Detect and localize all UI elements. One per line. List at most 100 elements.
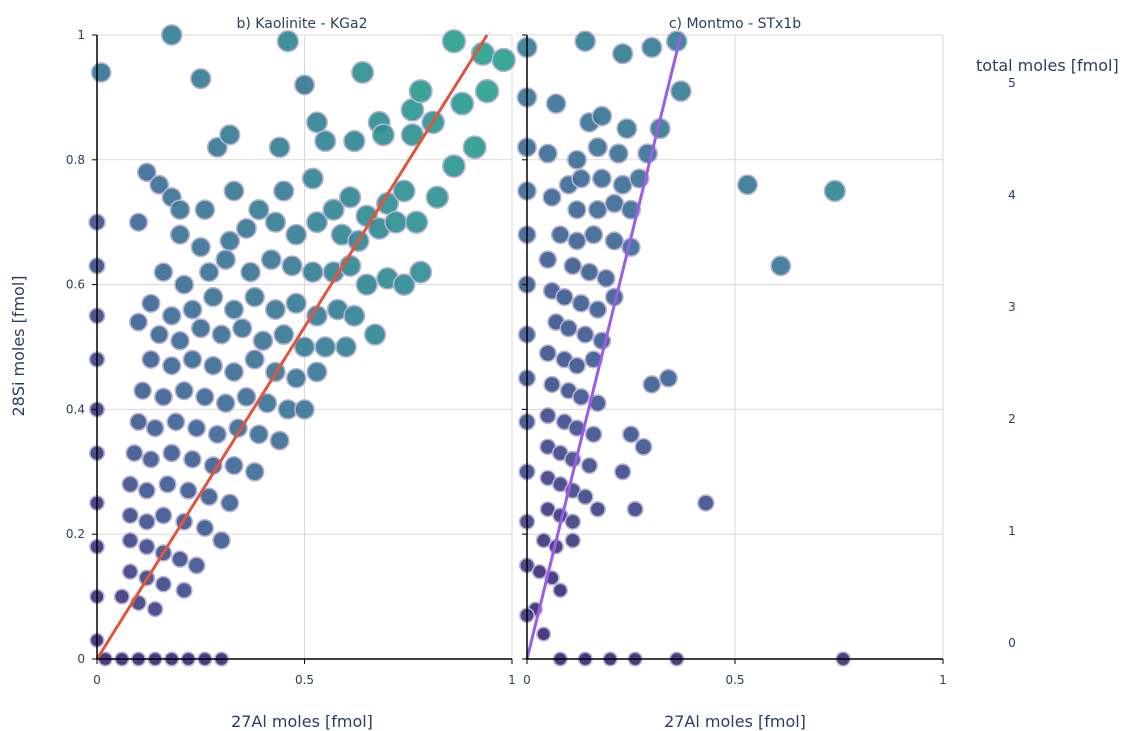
x-tick-label: 0.5: [725, 673, 744, 687]
y-tick-label: 0.4: [66, 402, 85, 416]
y-tick-label: 1: [77, 28, 85, 42]
data-point-b: [404, 210, 429, 234]
data-point-b: [145, 418, 165, 438]
data-point-b: [149, 174, 170, 195]
data-point-b: [113, 588, 130, 605]
data-point-b: [199, 487, 219, 507]
data-point-b: [153, 262, 174, 282]
data-point-b: [269, 430, 290, 451]
data-point-b: [153, 387, 173, 407]
data-point-b: [248, 199, 270, 221]
data-point-b: [314, 336, 337, 358]
x-tick-label: 0: [523, 673, 531, 687]
data-point-b: [268, 136, 291, 159]
data-point-b: [195, 518, 214, 538]
data-point-b: [244, 286, 266, 308]
data-point-b: [166, 412, 186, 432]
data-point-b: [392, 273, 416, 296]
data-point-c: [823, 179, 847, 203]
data-point-c: [567, 231, 587, 251]
data-point-b: [203, 286, 224, 308]
data-point-b: [128, 212, 149, 232]
colorbar-title: total moles [fmol]: [976, 56, 1119, 75]
data-point-b: [195, 387, 215, 407]
data-point-b: [285, 292, 307, 314]
data-point-c: [591, 105, 613, 127]
data-point-b: [409, 260, 433, 284]
data-point-b: [441, 154, 466, 178]
data-point-b: [121, 506, 139, 525]
data-point-b: [264, 299, 286, 321]
data-point-c: [550, 225, 570, 245]
x-tick-label: 1: [508, 673, 516, 687]
data-point-b: [281, 255, 303, 277]
data-point-b: [355, 273, 378, 296]
data-point-b: [141, 293, 161, 313]
data-point-b: [215, 393, 236, 413]
data-point-b: [219, 230, 241, 252]
data-point-b: [169, 224, 191, 245]
data-point-b: [252, 330, 274, 352]
data-point-b: [211, 324, 232, 345]
data-point-c: [566, 149, 587, 170]
data-point-b: [121, 563, 139, 580]
data-point-b: [137, 162, 157, 183]
data-point-b: [462, 135, 487, 160]
data-point-b: [203, 355, 223, 376]
data-point-c: [589, 501, 606, 518]
data-point-b: [194, 199, 216, 221]
data-point-b: [248, 424, 269, 445]
data-point-c: [572, 387, 591, 406]
data-point-b: [235, 217, 257, 239]
data-point-b: [171, 550, 189, 568]
data-point-c: [531, 563, 548, 580]
data-point-b: [190, 68, 212, 90]
data-point-b: [183, 450, 202, 469]
data-point-b: [133, 381, 152, 400]
data-point-b: [392, 179, 416, 203]
data-point-c: [571, 168, 591, 189]
data-point-b: [182, 299, 203, 320]
data-point-b: [223, 180, 245, 202]
data-point-c: [588, 300, 607, 319]
data-point-b: [285, 367, 307, 389]
data-point-c: [538, 344, 557, 363]
data-point-b: [301, 167, 324, 190]
data-point-b: [474, 78, 500, 104]
data-point-b: [301, 261, 324, 283]
data-point-c: [545, 93, 567, 114]
data-point-c: [535, 532, 552, 549]
data-point-b: [293, 336, 316, 358]
data-point-b: [187, 418, 207, 438]
data-point-c: [567, 356, 586, 375]
data-point-b: [219, 124, 241, 146]
data-point-b: [161, 305, 182, 326]
data-point-b: [322, 198, 345, 221]
data-point-c: [576, 488, 594, 506]
data-point-b: [363, 323, 387, 346]
data-point-b: [129, 412, 148, 431]
data-point-c: [579, 262, 599, 282]
data-point-b: [343, 129, 366, 153]
x-tick-label: 1: [939, 673, 947, 687]
data-point-b: [335, 336, 357, 358]
points-layer: [88, 24, 851, 667]
data-point-c: [626, 500, 644, 518]
data-point-b: [129, 312, 148, 332]
data-point-b: [224, 455, 244, 476]
data-point-c: [736, 174, 758, 196]
data-point-c: [538, 250, 558, 269]
data-point-b: [141, 350, 161, 369]
colorbar: 0 1 2 3 4 5: [1008, 76, 1016, 650]
data-point-b: [244, 349, 265, 370]
data-point-b: [182, 349, 203, 370]
data-point-b: [223, 299, 245, 320]
data-point-c: [608, 143, 629, 164]
data-point-c: [604, 193, 625, 214]
data-point-c: [584, 425, 603, 444]
data-point-c: [555, 287, 574, 307]
data-point-b: [146, 600, 164, 618]
panel-c-x-axis-title: 27Al moles [fmol]: [664, 712, 806, 731]
data-point-b: [273, 180, 295, 202]
